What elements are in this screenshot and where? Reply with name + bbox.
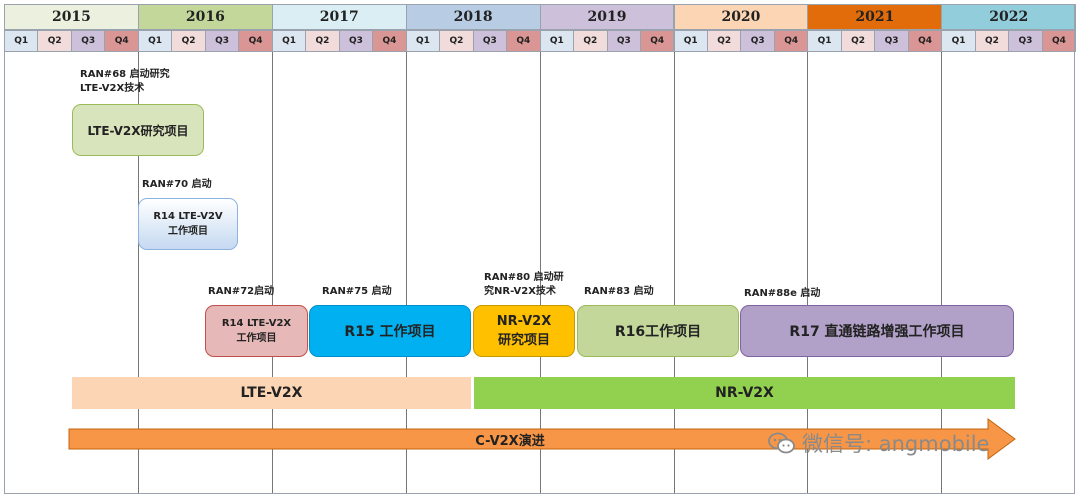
year-2021: 2021	[807, 4, 943, 30]
year-divider	[807, 52, 809, 494]
quarter-2022-Q4: Q4	[1041, 30, 1077, 52]
quarter-2021-Q2: Q2	[840, 30, 876, 52]
quarter-2018-Q1: Q1	[405, 30, 441, 52]
year-2019: 2019	[539, 4, 675, 30]
r15-work-item: R15 工作项目	[309, 305, 471, 357]
milestone-ran68: RAN#68 启动研究 LTE-V2X技术	[80, 69, 170, 94]
r16-work-item: R16工作项目	[577, 305, 739, 357]
year-divider	[405, 52, 407, 494]
quarter-2019-Q3: Q3	[606, 30, 642, 52]
quarter-2021-Q3: Q3	[874, 30, 909, 52]
year-2016: 2016	[137, 4, 273, 30]
wechat-watermark: 微信号: angmobile	[768, 428, 989, 458]
r14-lte-v2x-work-item: R14 LTE-V2X 工作项目	[205, 305, 308, 357]
year-2017: 2017	[271, 4, 407, 30]
quarter-2017-Q2: Q2	[305, 30, 340, 52]
r14-lte-v2v-work-item: R14 LTE-V2V 工作项目	[138, 198, 238, 250]
evolution-arrow-label: C-V2X演进	[475, 433, 545, 449]
watermark-text: 微信号: angmobile	[802, 432, 990, 456]
wechat-icon	[768, 432, 795, 454]
milestone-ran75: RAN#75 启动	[322, 286, 392, 297]
quarter-2019-Q2: Q2	[573, 30, 608, 52]
quarter-2022-Q3: Q3	[1008, 30, 1043, 52]
milestone-ran72: RAN#72启动	[208, 286, 275, 297]
nr-v2x-study-item: NR-V2X 研究项目	[473, 305, 575, 357]
quarter-2016-Q1: Q1	[137, 30, 173, 52]
milestone-ran80: RAN#80 启动研 究NR-V2X技术	[484, 272, 564, 297]
lte-v2x-study-item: LTE-V2X研究项目	[72, 104, 204, 156]
milestone-ran83: RAN#83 启动	[584, 286, 654, 297]
year-divider	[271, 52, 273, 494]
year-2020: 2020	[673, 4, 809, 30]
r17-work-item: R17 直通链路增强工作项目	[740, 305, 1014, 357]
year-divider	[137, 52, 139, 494]
year-2015: 2015	[4, 4, 139, 30]
year-divider	[941, 52, 943, 494]
lte-v2x-band: LTE-V2X	[72, 377, 471, 409]
year-2022: 2022	[941, 4, 1077, 30]
year-divider	[673, 52, 675, 494]
year-divider	[539, 52, 541, 494]
nr-v2x-band: NR-V2X	[474, 377, 1015, 409]
milestone-ran88e: RAN#88e 启动	[744, 288, 821, 299]
milestone-ran70: RAN#70 启动	[142, 179, 212, 190]
quarter-2021-Q1: Q1	[807, 30, 842, 52]
